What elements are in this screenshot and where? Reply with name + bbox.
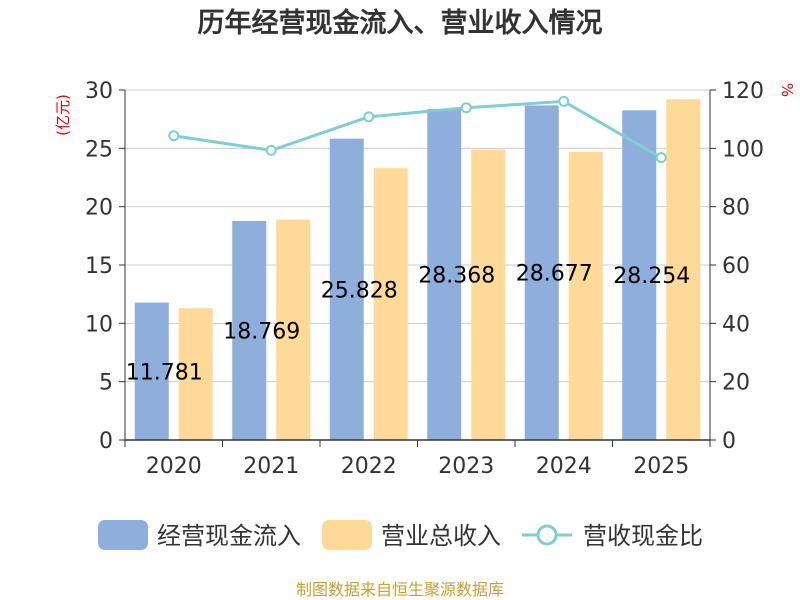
legend-swatch-marker[interactable] [536, 524, 558, 546]
left-axis-tick-label: 30 [85, 79, 113, 104]
ratio-line-point[interactable] [168, 130, 180, 142]
left-axis-tick-label: 0 [99, 429, 113, 454]
ratio-line-point[interactable] [460, 102, 472, 114]
x-axis-tick-label: 2023 [438, 454, 494, 479]
bar-operating-cash-inflow[interactable] [524, 105, 559, 440]
data-label: 28.677 [516, 262, 593, 287]
bar-operating-cash-inflow[interactable] [134, 302, 169, 440]
bar-total-revenue[interactable] [471, 149, 506, 441]
bars [134, 99, 701, 441]
right-axis-tick-label: 60 [722, 254, 750, 279]
ratio-line-point[interactable] [265, 144, 277, 156]
right-axis-tick-label: 80 [722, 196, 750, 221]
data-label: 25.828 [321, 278, 398, 303]
bar-total-revenue[interactable] [178, 308, 213, 440]
ratio-line-path [173, 99, 663, 159]
data-label: 11.781 [126, 360, 203, 385]
bar-total-revenue[interactable] [666, 99, 701, 440]
ratio-line-point[interactable] [655, 152, 667, 164]
right-axis-tick-label: 120 [722, 79, 764, 104]
legend-label[interactable]: 营收现金比 [583, 522, 703, 550]
data-labels: 11.781 18.769 25.828 28.368 28.677 28.254 [126, 262, 690, 386]
bar-total-revenue[interactable] [373, 168, 408, 440]
left-axis-tick-label: 5 [99, 371, 113, 396]
right-axis-tick-label: 40 [722, 312, 750, 337]
bar-operating-cash-inflow[interactable] [427, 109, 462, 440]
ratio-line-point[interactable] [363, 111, 375, 123]
x-axis-tick-label: 2021 [243, 454, 299, 479]
data-label: 28.368 [418, 264, 495, 289]
right-axis-unit: % [778, 83, 796, 97]
legend-swatch[interactable] [98, 520, 148, 550]
data-label: 18.769 [223, 320, 300, 345]
grid-lines [125, 89, 710, 383]
legend-label[interactable]: 经营现金流入 [157, 522, 301, 550]
bar-operating-cash-inflow[interactable] [622, 110, 657, 441]
ratio-line-point[interactable] [558, 95, 570, 107]
left-axis-tick-label: 25 [85, 137, 113, 162]
legend-swatch[interactable] [322, 520, 372, 550]
legend-label[interactable]: 营业总收入 [381, 522, 501, 550]
right-axis-tick-label: 20 [722, 371, 750, 396]
bar-operating-cash-inflow[interactable] [329, 138, 364, 440]
x-axis-tick-label: 2020 [146, 454, 202, 479]
bar-total-revenue[interactable] [568, 151, 603, 441]
left-axis-tick-label: 20 [85, 196, 113, 221]
left-axis-tick-label: 15 [85, 254, 113, 279]
x-axis-tick-label: 2025 [633, 454, 689, 479]
bar-operating-cash-inflow[interactable] [232, 221, 267, 440]
source-note: 制图数据来自恒生聚源数据库 [296, 580, 504, 599]
left-axis-unit: (亿元) [54, 94, 72, 136]
x-axis-tick-label: 2024 [536, 454, 592, 479]
bar-total-revenue[interactable] [276, 219, 311, 441]
right-axis-tick-label: 100 [722, 137, 764, 162]
data-label: 28.254 [613, 264, 690, 289]
chart-title: 历年经营现金流入、营业收入情况 [198, 7, 603, 39]
right-axis-tick-label: 0 [722, 429, 736, 454]
legend[interactable]: 经营现金流入 营业总收入 营收现金比 [98, 520, 703, 550]
left-axis-tick-label: 10 [85, 312, 113, 337]
ratio-line [168, 95, 667, 164]
x-axis-tick-label: 2022 [341, 454, 397, 479]
